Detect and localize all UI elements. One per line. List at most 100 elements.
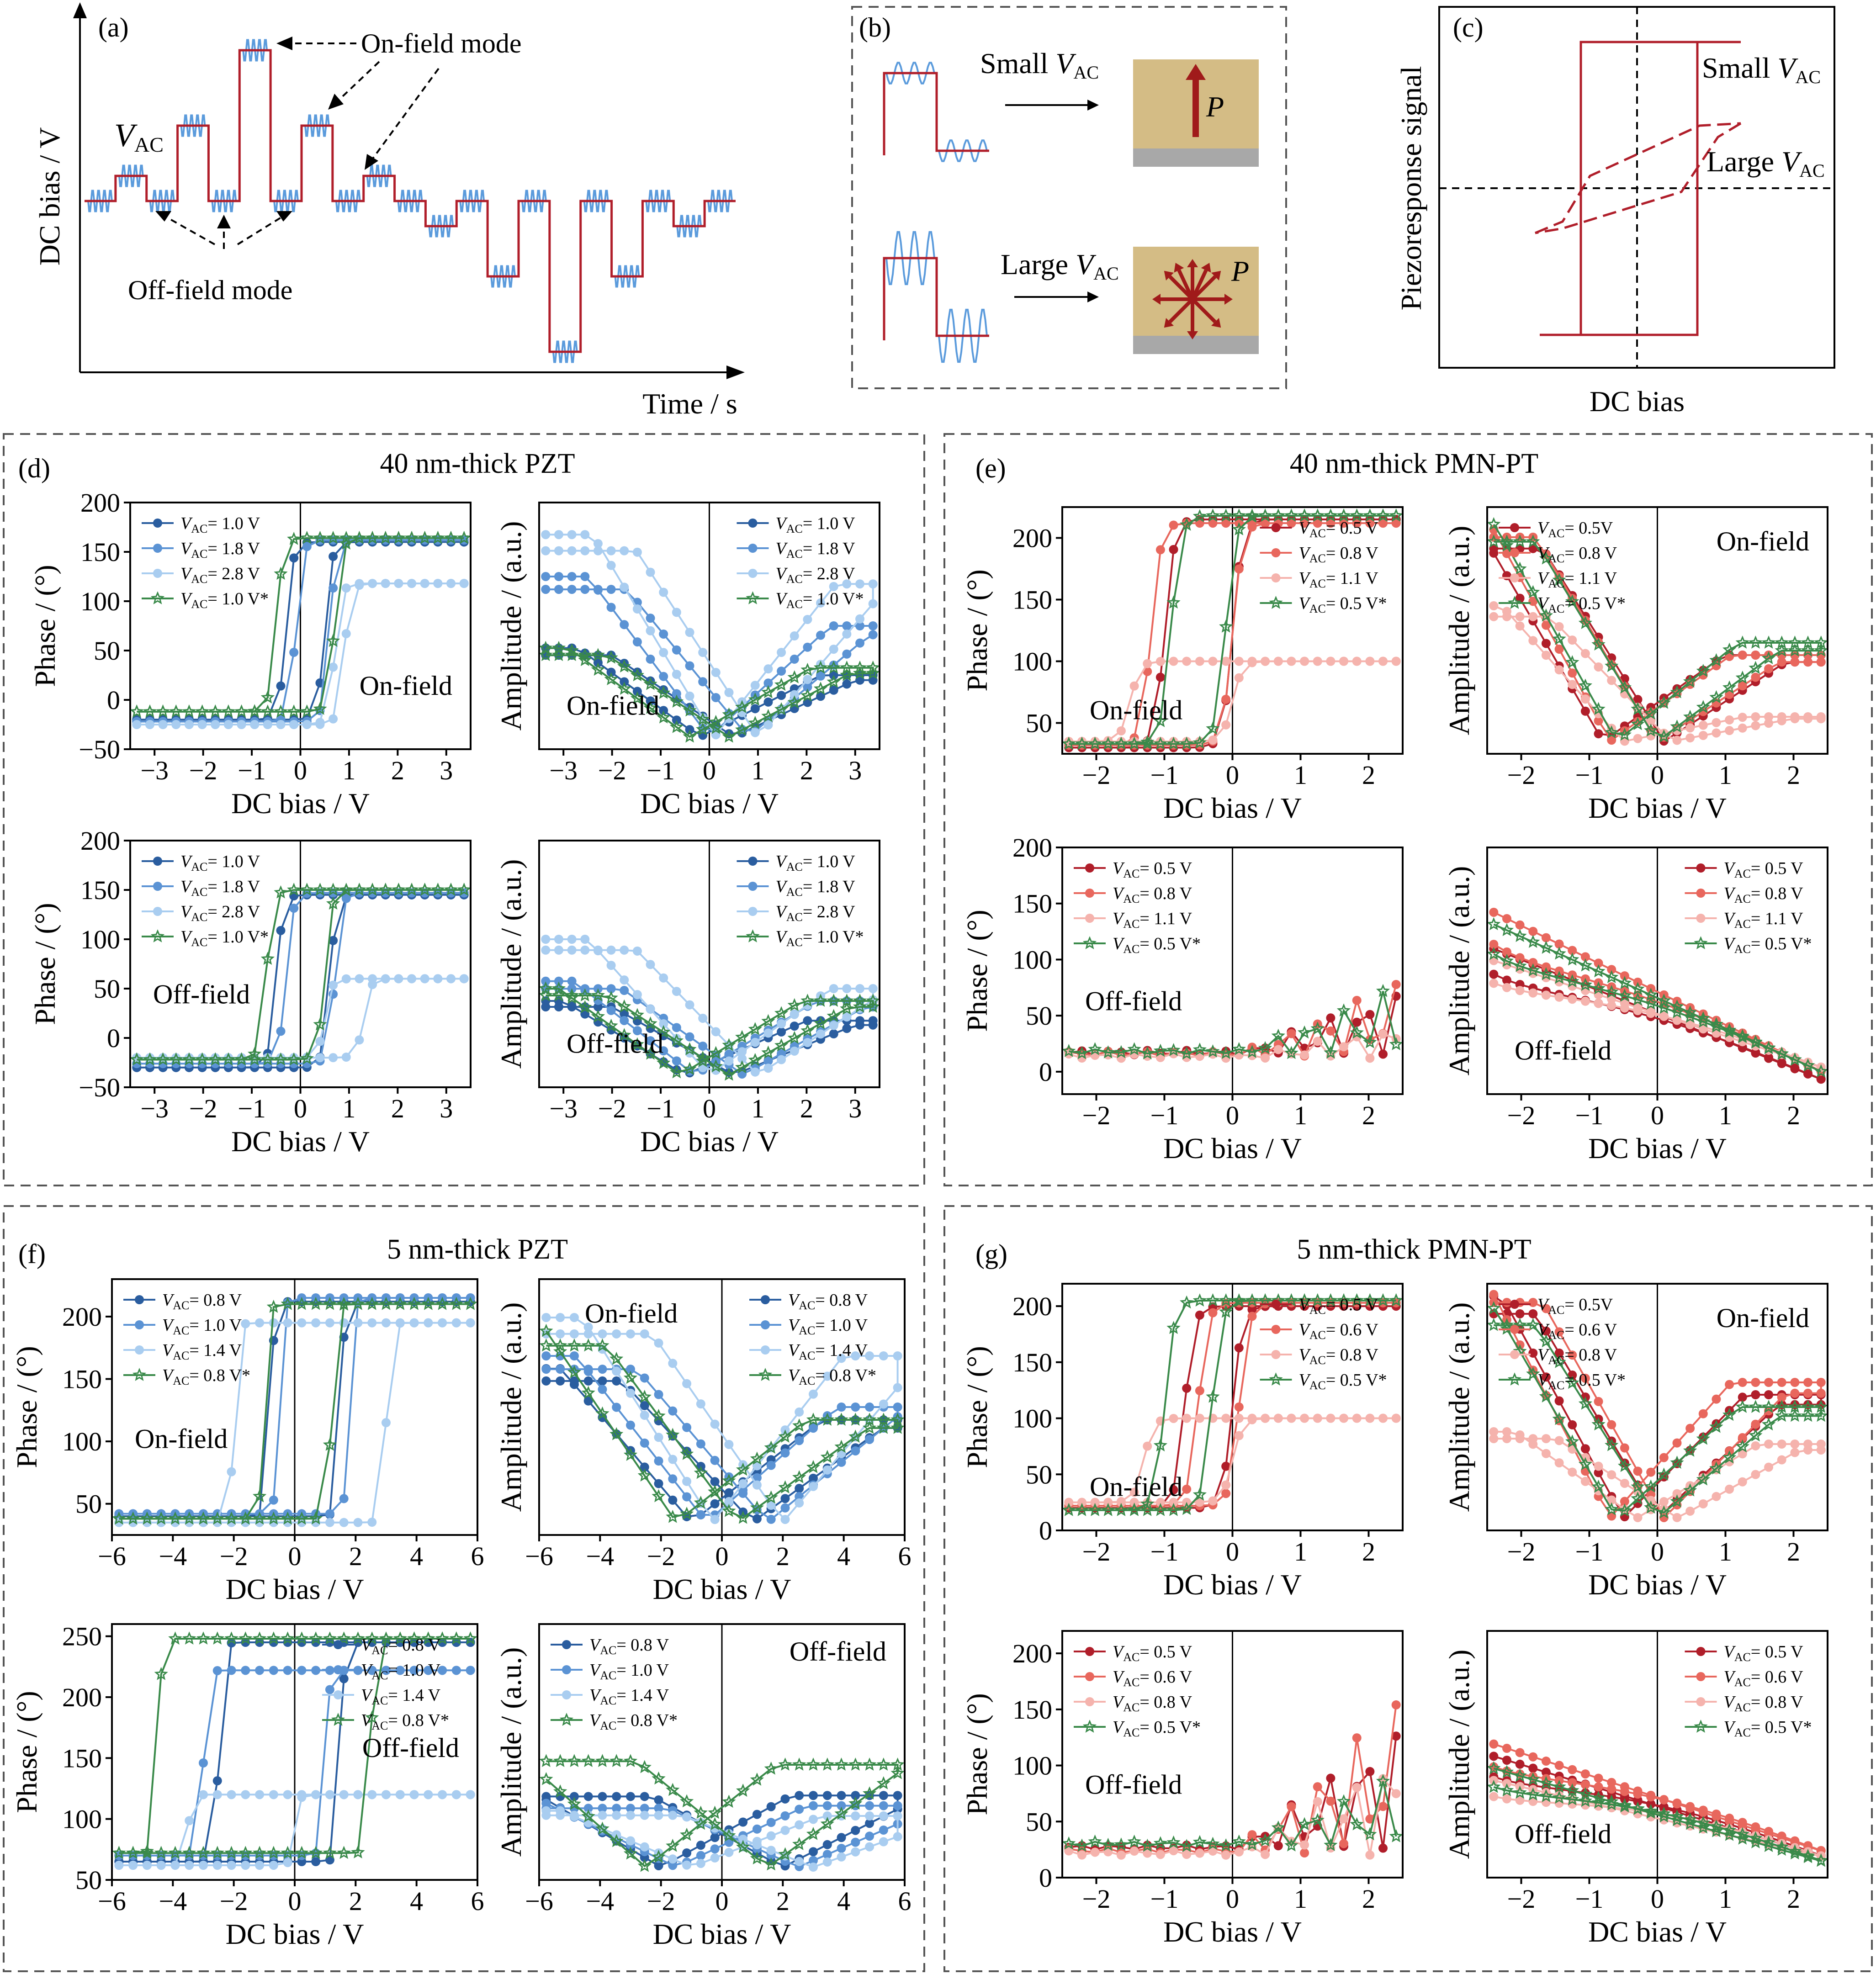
data-point xyxy=(1221,1480,1231,1490)
data-point xyxy=(842,621,852,630)
data-point xyxy=(1751,712,1760,721)
legend-v: V xyxy=(589,1711,602,1730)
data-point-star xyxy=(1166,1503,1181,1516)
data-point-star xyxy=(1075,1838,1089,1852)
data-point-star xyxy=(1696,1815,1710,1829)
data-point-star xyxy=(1101,1503,1115,1516)
x-tick-label: −2 xyxy=(1082,760,1111,790)
data-point xyxy=(752,1461,762,1471)
legend-value: = 0.8 V xyxy=(1751,1693,1803,1712)
data-point xyxy=(893,1791,902,1800)
data-point xyxy=(1234,1847,1244,1857)
data-point xyxy=(1339,1814,1349,1824)
data-point xyxy=(1607,1001,1616,1011)
data-point xyxy=(1646,1009,1656,1018)
legend-entry: VAC= 0.6 V xyxy=(1724,1667,1804,1689)
data-point xyxy=(466,1318,475,1328)
data-point-star xyxy=(1376,984,1390,997)
data-point-star xyxy=(708,1817,722,1831)
legend-value: = 1.1 V xyxy=(1564,569,1617,588)
data-point-star xyxy=(418,883,432,896)
legend-entry: VAC= 1.1 V xyxy=(1299,569,1379,590)
x-tick-label: −3 xyxy=(549,756,578,785)
data-point xyxy=(1738,681,1747,691)
legend-marker-star xyxy=(132,1368,147,1381)
data-point-star xyxy=(800,994,815,1007)
data-point xyxy=(185,1861,194,1870)
data-point-star xyxy=(1696,1431,1710,1445)
data-point xyxy=(438,1666,447,1675)
legend-entry: VAC= 1.0 V xyxy=(361,1661,441,1682)
x-tick-label: −1 xyxy=(238,756,266,785)
section-d-title: 40 nm-thick PZT xyxy=(380,448,575,479)
data-point-star xyxy=(1670,999,1684,1013)
data-point xyxy=(750,1037,760,1047)
data-point xyxy=(1620,1787,1629,1796)
data-point xyxy=(780,1494,790,1503)
data-point-star xyxy=(238,1846,253,1859)
data-point xyxy=(724,688,734,697)
x-tick-label: −6 xyxy=(98,1541,126,1571)
legend-value: = 0.5 V* xyxy=(1139,934,1201,953)
data-point-star xyxy=(609,1834,624,1847)
legend-entry: VAC= 0.5 V* xyxy=(1724,934,1812,956)
legend-value: = 0.6 V xyxy=(1564,1320,1617,1339)
panel-c-ylabel: Piezoresponse signal xyxy=(1395,66,1427,311)
data-point-star xyxy=(112,1846,126,1859)
data-point xyxy=(1672,1513,1682,1522)
x-tick-label: 4 xyxy=(410,1886,423,1916)
data-point xyxy=(325,1509,334,1519)
data-point xyxy=(620,985,629,995)
data-point xyxy=(283,1790,292,1799)
legend-v: V xyxy=(1724,1693,1736,1712)
x-tick-label: −2 xyxy=(1507,1101,1536,1130)
data-point-star xyxy=(735,700,749,713)
y-tick-label: 50 xyxy=(1026,1460,1052,1489)
data-point-star xyxy=(1709,1419,1723,1433)
data-point-star xyxy=(1336,1794,1351,1808)
y-axis-label: Phase / (°) xyxy=(961,569,993,691)
legend-value: = 0.8 V* xyxy=(388,1711,449,1730)
data-point-star xyxy=(1617,1799,1632,1813)
data-point xyxy=(606,984,616,994)
legend-marker xyxy=(1510,1325,1519,1334)
data-point-star xyxy=(1127,1503,1141,1516)
data-point-star xyxy=(366,883,380,896)
series-line-4 xyxy=(1068,1781,1397,1848)
data-point xyxy=(1594,1773,1603,1783)
data-point xyxy=(1568,1350,1577,1360)
data-point xyxy=(1208,519,1218,528)
data-point-star xyxy=(140,1511,154,1525)
legend-ac: AC xyxy=(1123,1651,1139,1664)
data-point-star xyxy=(1709,1819,1723,1833)
y-tick-label: 50 xyxy=(94,974,120,1004)
data-point xyxy=(1489,979,1499,988)
data-point-star xyxy=(827,674,841,688)
legend-v: V xyxy=(180,902,193,921)
data-point-star xyxy=(1552,970,1566,984)
section-f-title: 5 nm-thick PZT xyxy=(387,1234,568,1265)
data-point-star xyxy=(1814,643,1828,657)
data-point-star xyxy=(323,1437,337,1451)
data-point xyxy=(353,1666,363,1675)
data-point xyxy=(698,1013,708,1023)
data-point xyxy=(842,984,852,993)
data-point-star xyxy=(1565,1792,1579,1805)
data-point-star xyxy=(224,1511,238,1525)
data-point xyxy=(1502,571,1511,581)
data-point-star xyxy=(266,1511,281,1525)
data-point xyxy=(395,1666,405,1675)
data-point-star xyxy=(1775,1842,1789,1856)
data-point-star xyxy=(657,1025,671,1038)
panel-b-burst-head xyxy=(1187,259,1198,267)
data-point-star xyxy=(708,1485,722,1498)
legend-marker xyxy=(748,907,758,916)
data-point xyxy=(241,1666,250,1675)
data-point-star xyxy=(652,1849,666,1863)
data-point-star xyxy=(1605,970,1619,984)
x-tick-label: 2 xyxy=(1787,1884,1800,1914)
data-point xyxy=(1528,958,1538,967)
data-point-star xyxy=(260,1052,275,1066)
data-point-star xyxy=(1761,1835,1776,1849)
data-point xyxy=(640,1329,649,1339)
